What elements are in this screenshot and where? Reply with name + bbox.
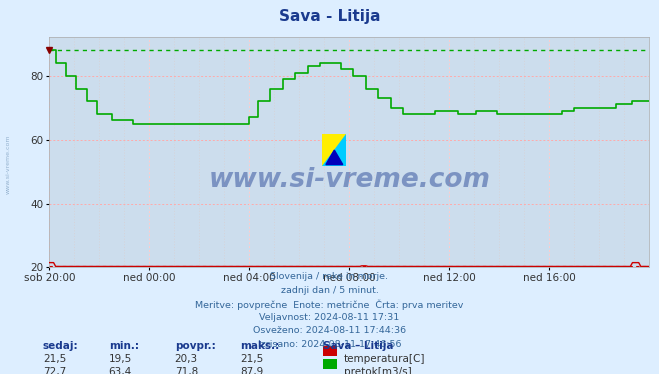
Text: 20,3: 20,3 [175, 354, 198, 364]
Text: 71,8: 71,8 [175, 367, 198, 374]
Text: Meritve: povprečne  Enote: metrične  Črta: prva meritev: Meritve: povprečne Enote: metrične Črta:… [195, 299, 464, 310]
Text: Sava - Litija: Sava - Litija [279, 9, 380, 24]
Text: sedaj:: sedaj: [43, 341, 78, 351]
Polygon shape [322, 134, 347, 166]
Text: Izrisano: 2024-08-11 17:46:56: Izrisano: 2024-08-11 17:46:56 [258, 340, 401, 349]
Polygon shape [322, 134, 347, 166]
Polygon shape [322, 134, 334, 150]
Text: 63,4: 63,4 [109, 367, 132, 374]
Text: Sava – Litija: Sava – Litija [323, 341, 393, 351]
Text: 21,5: 21,5 [241, 354, 264, 364]
Text: maks.:: maks.: [241, 341, 280, 351]
Text: 19,5: 19,5 [109, 354, 132, 364]
Text: Osveženo: 2024-08-11 17:44:36: Osveženo: 2024-08-11 17:44:36 [253, 326, 406, 335]
Text: Veljavnost: 2024-08-11 17:31: Veljavnost: 2024-08-11 17:31 [260, 313, 399, 322]
Text: Slovenija / reke in morje.: Slovenija / reke in morje. [270, 272, 389, 281]
Text: povpr.:: povpr.: [175, 341, 215, 351]
Text: www.si-vreme.com: www.si-vreme.com [208, 167, 490, 193]
Text: temperatura[C]: temperatura[C] [344, 354, 426, 364]
Text: pretok[m3/s]: pretok[m3/s] [344, 367, 412, 374]
Text: zadnji dan / 5 minut.: zadnji dan / 5 minut. [281, 286, 378, 295]
Text: 21,5: 21,5 [43, 354, 66, 364]
Text: 87,9: 87,9 [241, 367, 264, 374]
Polygon shape [322, 134, 334, 150]
Polygon shape [326, 150, 343, 165]
Text: min.:: min.: [109, 341, 139, 351]
Text: 72,7: 72,7 [43, 367, 66, 374]
Text: www.si-vreme.com: www.si-vreme.com [5, 135, 11, 194]
